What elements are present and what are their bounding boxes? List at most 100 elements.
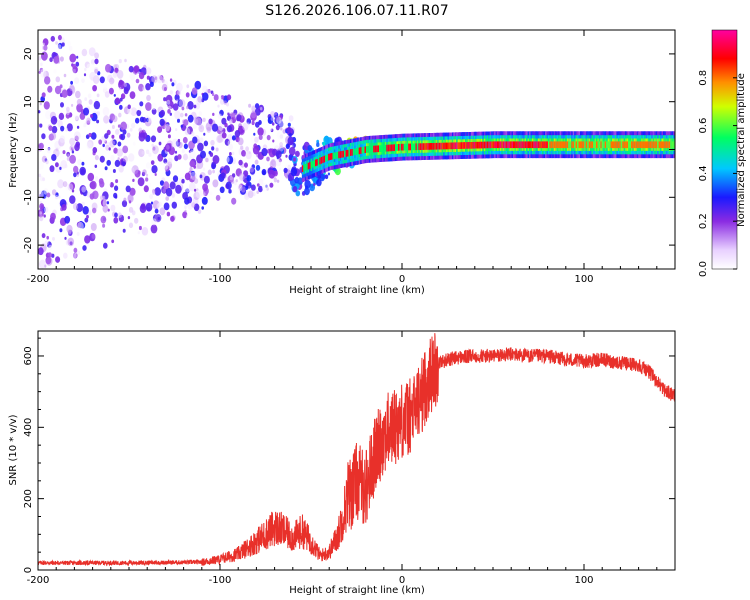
spectrogram-cell <box>72 63 77 70</box>
spectrogram-cell <box>49 57 53 63</box>
spectrogram-cell <box>39 203 45 210</box>
spectrogram-cell <box>292 157 297 162</box>
spectrogram-ridge-cell <box>450 142 453 150</box>
spectrogram-cell <box>261 168 267 176</box>
spectrogram-ridge-cell <box>647 141 650 149</box>
spectrogram-cell <box>288 146 296 156</box>
spectrogram-cell <box>285 143 290 150</box>
spectrogram-cell <box>163 97 167 102</box>
spectrogram-cell <box>113 217 119 224</box>
spectrogram-ridge-cell <box>622 141 625 149</box>
spectrogram-ridge-cell <box>652 141 655 149</box>
spectrogram-cell <box>79 112 86 120</box>
spectrogram-cell <box>53 56 60 64</box>
spectrogram-cell <box>104 179 111 188</box>
spectrogram-ridge-cell <box>399 143 402 151</box>
spectrogram-cell <box>240 186 246 193</box>
spectrogram-cell <box>39 102 42 106</box>
spectrogram-cell <box>279 142 283 147</box>
spectrogram-ridge-cell <box>430 143 433 150</box>
spectrogram-cell <box>130 107 138 116</box>
spectrogram-cell <box>84 217 89 223</box>
spectrogram-cell <box>227 140 232 147</box>
spectrogram-cell <box>165 196 169 202</box>
y-tick-label: 0 <box>23 567 34 573</box>
spectrogram-cell <box>38 142 44 150</box>
spectrogram-cell <box>104 91 110 98</box>
spectrogram-ridge-cell <box>495 141 498 149</box>
spectrogram-cell <box>198 124 205 133</box>
spectrogram-ridge-cell <box>491 141 494 149</box>
spectrogram-ridge-cell <box>539 141 542 149</box>
spectrogram-cell <box>165 187 173 197</box>
spectrogram-ridge-cell <box>355 148 358 155</box>
colorbar-tick-label: 0.2 <box>698 213 709 229</box>
spectrogram-ridge-cell <box>379 145 382 152</box>
spectrogram-cell <box>83 123 87 128</box>
spectrogram-cell <box>151 102 157 110</box>
y-tick-label: -20 <box>23 237 34 253</box>
spectrogram-cell <box>111 239 115 244</box>
spectrogram-cell <box>218 123 224 131</box>
spectrogram-ridge-cell <box>421 143 424 150</box>
spectrogram-cell <box>98 139 103 145</box>
spectrogram-ridge-cell <box>631 141 634 149</box>
spectrogram-cell <box>103 242 108 249</box>
spectrogram-ridge-cell <box>569 141 572 149</box>
spectrogram-ridge-cell <box>603 141 606 149</box>
spectrogram-cell <box>138 225 142 231</box>
spectrogram-cell <box>146 94 151 102</box>
spectrogram-cell <box>192 123 197 130</box>
spectrogram-cell <box>119 104 123 110</box>
spectrogram-ridge-cell <box>373 145 376 153</box>
spectrogram-cell <box>147 182 151 187</box>
snr-x-label: Height of straight line (km) <box>289 585 425 596</box>
spectrogram-cell <box>154 173 157 176</box>
spectrogram-cell <box>157 126 163 133</box>
spectrogram-ridge-cell <box>664 141 667 149</box>
spectrogram-cell <box>184 127 191 136</box>
spectrogram-cell <box>69 195 76 204</box>
spectrogram-cell <box>119 97 123 102</box>
spectrogram-cell <box>126 132 131 138</box>
spectrogram-ridge-cell <box>593 141 596 149</box>
spectrogram-cell <box>209 191 213 196</box>
spectrogram-cell <box>268 169 276 179</box>
spectrogram-cell <box>171 201 177 209</box>
spectrogram-ridge-cell <box>349 149 353 156</box>
spectrogram-cell <box>171 193 176 198</box>
spectrogram-cell <box>182 211 188 219</box>
spectrogram-ridge-cell <box>476 141 479 149</box>
spectrogram-ridge-cell <box>396 144 399 151</box>
spectrogram-cell <box>180 124 183 128</box>
spectrogram-ridge-cell <box>654 141 657 149</box>
spectrogram-cell <box>170 215 175 222</box>
spectrogram-ridge-cell <box>543 141 546 149</box>
spectrogram-ridge-cell <box>482 141 485 149</box>
spectrogram-ridge-cell <box>460 142 463 149</box>
spectrogram-cell <box>278 119 284 128</box>
spectrogram-cell <box>288 132 292 137</box>
spectrogram-ridge-cell <box>469 142 472 149</box>
spectrogram-cell <box>94 164 98 168</box>
spectrogram-cell <box>50 132 57 141</box>
spectrogram-cell <box>74 114 79 121</box>
spectrogram-cell <box>240 145 244 150</box>
spectrogram-cell <box>54 85 62 95</box>
spectrogram-cell <box>211 92 215 97</box>
y-tick-label: 600 <box>23 346 34 365</box>
spectrogram-cell <box>134 217 139 224</box>
spectrogram-cell <box>64 236 67 240</box>
spectrogram-cell <box>91 233 96 239</box>
spectrogram-cell <box>292 185 298 193</box>
spectrogram-ridge-cell <box>351 149 354 156</box>
spectrogram-cell <box>149 81 154 88</box>
spectrogram-ridge-cell <box>510 141 513 149</box>
spectrogram-cell <box>38 110 41 114</box>
spectrogram-cell <box>169 112 172 116</box>
spectrogram-cell <box>227 104 235 114</box>
spectrogram-cell <box>43 45 48 51</box>
spectrogram-ridge-cell <box>366 146 369 153</box>
spectrogram-cell <box>50 115 58 125</box>
spectrogram-cell <box>212 112 215 116</box>
